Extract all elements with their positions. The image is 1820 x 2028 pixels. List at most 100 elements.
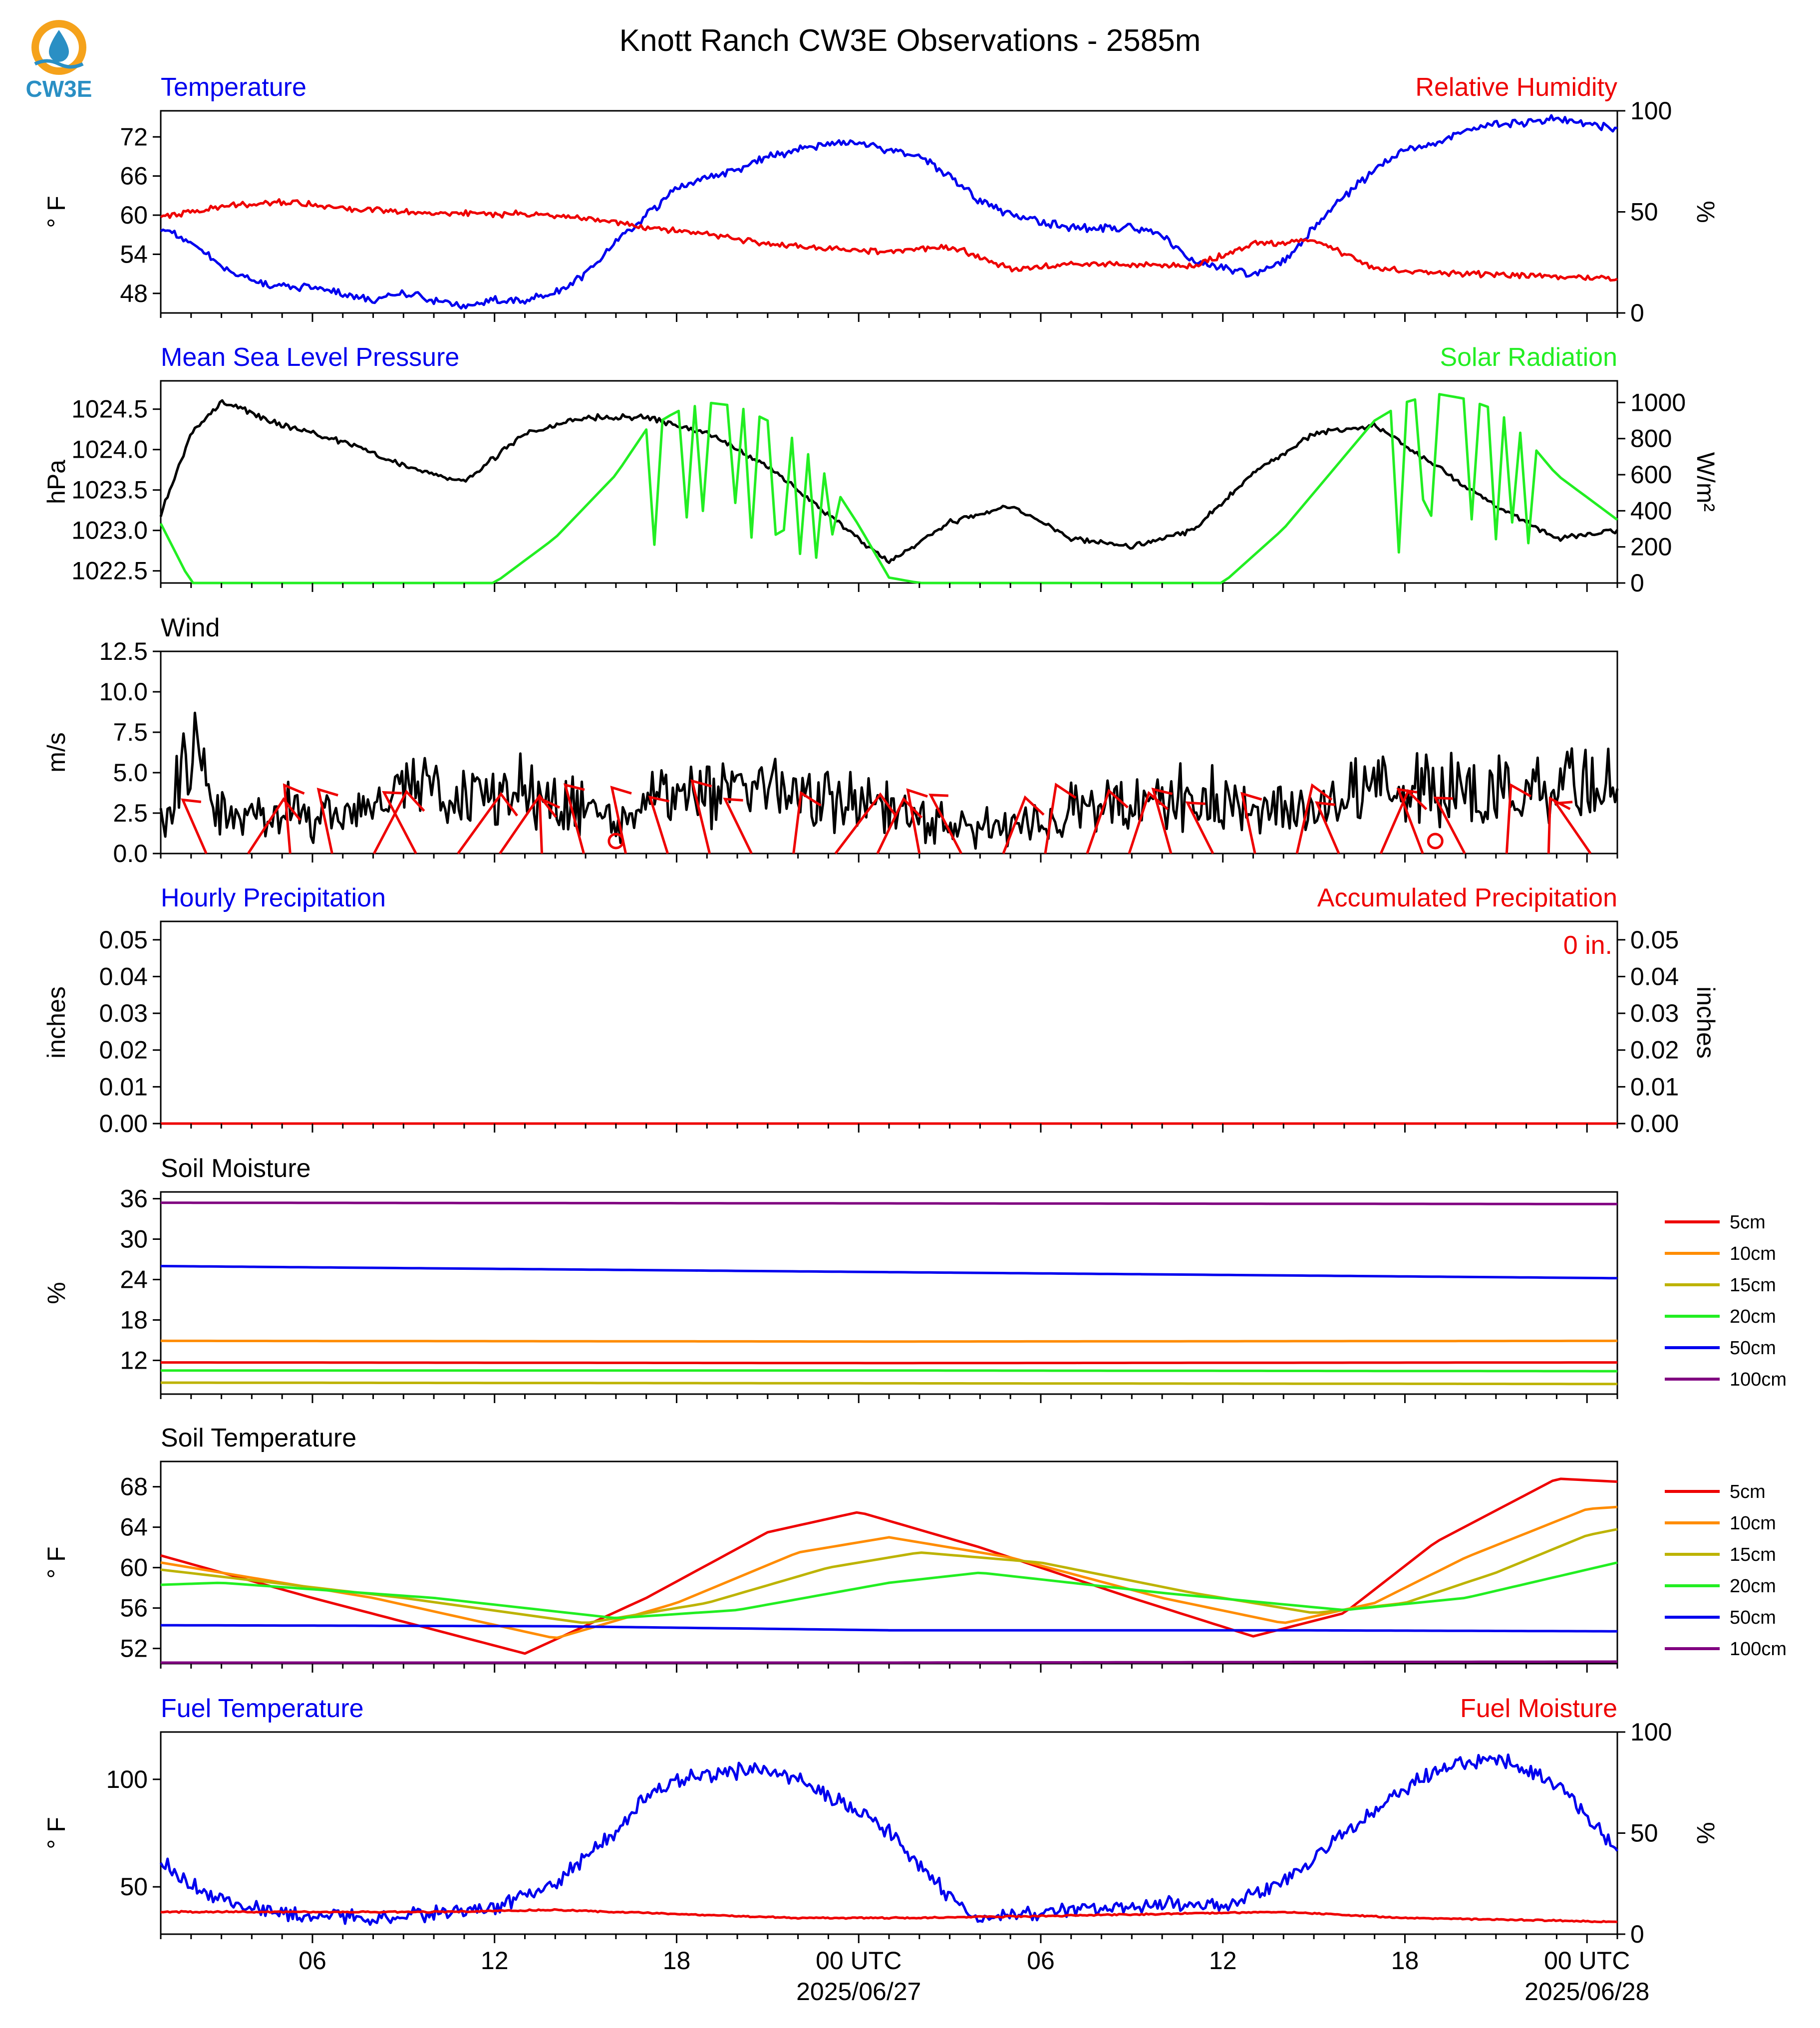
x-tick-label: 12: [1209, 1947, 1237, 1975]
y-tick-label: 5.0: [113, 759, 148, 787]
y-tick-label-right: 200: [1630, 533, 1672, 561]
panel-title-left: Hourly Precipitation: [161, 883, 386, 912]
y-tick-label-right: 100: [1630, 97, 1672, 125]
logo-wave-icon: [34, 59, 84, 69]
legend-label: 10cm: [1730, 1243, 1776, 1264]
y-axis-label-right: %: [1692, 1822, 1720, 1844]
series-line-fuel-moisture: [160, 1908, 1618, 1924]
y-axis-label-left: ° F: [42, 196, 70, 228]
wind-barb: [181, 798, 208, 855]
y-tick-label: 0.01: [99, 1073, 148, 1101]
wind-calm-marker: [607, 833, 624, 850]
y-tick-label: 0.05: [99, 926, 148, 954]
y-tick-label: 56: [120, 1594, 148, 1622]
panels: Temperature Relative Humidity 72 66 60 54 48 10…: [42, 73, 1787, 2006]
y-axis-label-left: %: [42, 1282, 70, 1304]
wind-barb: [1547, 796, 1571, 854]
y-tick-label: 0.02: [99, 1036, 148, 1064]
y-tick-label: 52: [120, 1635, 148, 1663]
y-axis-label-left: inches: [42, 986, 70, 1059]
legend-label: 50cm: [1730, 1338, 1776, 1359]
panel-title-left: Temperature: [161, 73, 306, 102]
series-line-50cm: [161, 1624, 1617, 1633]
y-tick-label: 66: [120, 162, 148, 190]
figure-title: Knott Ranch CW3E Observations - 2585m: [619, 23, 1201, 58]
wind-barb: [928, 794, 963, 855]
series-line-100cm: [161, 1201, 1617, 1205]
legend-label: 20cm: [1730, 1576, 1776, 1597]
panel-title-right: Relative Humidity: [1415, 73, 1617, 102]
legend-label: 15cm: [1730, 1544, 1776, 1565]
wind-barb: [563, 783, 585, 854]
y-tick-label-right: 0.01: [1630, 1073, 1679, 1101]
wind-barb: [1314, 801, 1340, 854]
y-tick-label: 0.00: [99, 1110, 148, 1138]
legend-label: 5cm: [1730, 1212, 1766, 1233]
panel-title-left: Mean Sea Level Pressure: [161, 343, 459, 372]
wind-barb: [373, 789, 425, 855]
y-tick-label-right: 0.02: [1630, 1036, 1679, 1064]
y-tick-label-right: 0.04: [1630, 962, 1679, 990]
series-line-50cm: [160, 1265, 1618, 1280]
x-tick-label: 00 UTC: [816, 1947, 902, 1975]
wind-barb: [283, 783, 305, 854]
legend-label: 100cm: [1730, 1639, 1787, 1660]
wind-calm-marker: [1427, 833, 1444, 850]
y-tick-label: 54: [120, 240, 148, 268]
wind-barb: [457, 792, 519, 855]
panel-title-right: Solar Radiation: [1440, 343, 1617, 372]
y-tick-label: 72: [120, 123, 148, 151]
series-line-5cm: [160, 1477, 1618, 1655]
wind-barb: [382, 791, 417, 855]
series-line-relative-humidity: [160, 198, 1618, 282]
y-tick-label: 18: [120, 1306, 148, 1334]
y-tick-label: 12: [120, 1347, 148, 1375]
y-tick-label: 100: [106, 1765, 148, 1793]
legend-label: 20cm: [1730, 1306, 1776, 1327]
panel-title-left: Fuel Temperature: [161, 1694, 364, 1723]
wind-barb: [1433, 796, 1466, 855]
y-tick-label: 1022.5: [71, 557, 148, 585]
y-tick-label-right: 100: [1630, 1718, 1672, 1746]
y-tick-label-right: 0: [1630, 1920, 1644, 1948]
y-tick-label: 68: [120, 1473, 148, 1501]
y-tick-label: 64: [120, 1513, 148, 1541]
y-tick-label-right: 0.05: [1630, 926, 1679, 954]
y-tick-label: 2.5: [113, 799, 148, 827]
logo-text: CW3E: [26, 76, 92, 102]
legend-label: 100cm: [1730, 1369, 1787, 1390]
plot-frame: [160, 110, 1618, 314]
x-tick-label: 06: [1027, 1947, 1055, 1975]
wind-barb: [1295, 783, 1333, 854]
y-tick-label-right: 0.00: [1630, 1110, 1679, 1138]
y-axis-label-left: ° F: [42, 1817, 70, 1849]
wind-barb: [247, 797, 302, 855]
y-tick-label: 50: [120, 1873, 148, 1901]
y-tick-label: 1024.0: [71, 436, 148, 464]
x-tick-label: 00 UTC: [1544, 1947, 1630, 1975]
wind-barb: [1553, 801, 1592, 855]
series-line-100cm: [161, 1660, 1618, 1664]
wind-barb: [1002, 795, 1045, 854]
y-tick-label-right: 50: [1630, 1819, 1658, 1847]
legend-label: 15cm: [1730, 1275, 1776, 1296]
panel-title-left: Wind: [161, 613, 220, 642]
y-tick-label: 60: [120, 1554, 148, 1582]
y-tick-label: 12.5: [99, 637, 148, 665]
y-tick-label: 7.5: [113, 718, 148, 746]
wind-barb: [834, 792, 898, 855]
wind-barb: [1151, 787, 1173, 854]
panel-title-left: Soil Moisture: [161, 1154, 311, 1183]
x-tick-label: 18: [1391, 1947, 1419, 1975]
wind-barb: [906, 788, 928, 854]
series-line-temperature: [160, 114, 1618, 310]
x-tick-label: 06: [299, 1947, 326, 1975]
y-tick-label-right: 0: [1630, 569, 1644, 597]
logo-water-icon: [49, 30, 69, 62]
y-tick-label: 60: [120, 201, 148, 229]
series-line-20cm: [160, 1561, 1618, 1619]
wind-barb: [610, 786, 632, 854]
plot-frame: [160, 1731, 1618, 1935]
wind-barb: [538, 796, 561, 854]
